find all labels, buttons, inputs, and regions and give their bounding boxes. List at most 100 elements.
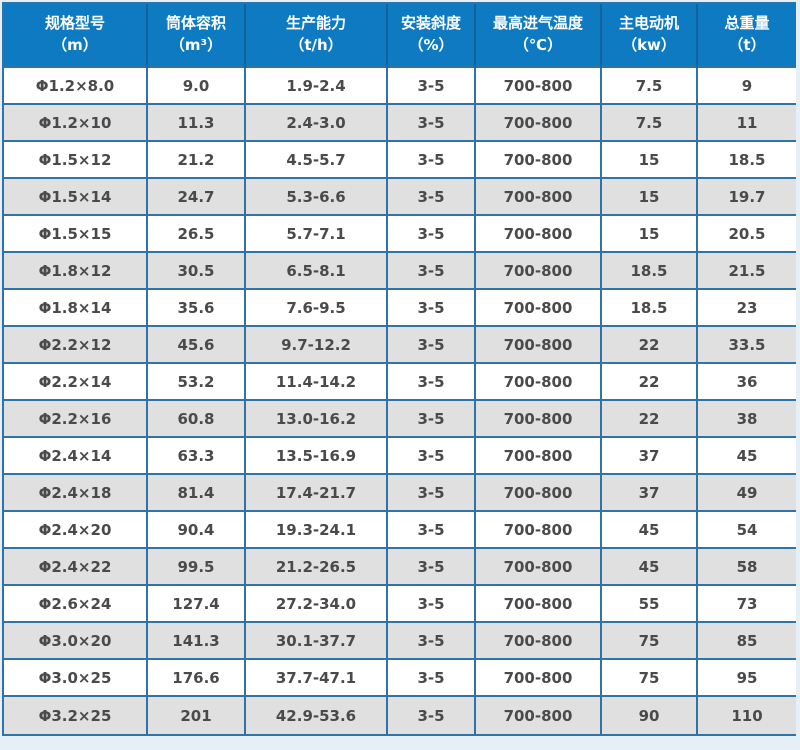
spec-cell: 700-800 <box>476 327 602 364</box>
spec-cell: 18.5 <box>698 142 796 179</box>
spec-cell: 3-5 <box>388 105 476 142</box>
spec-cell: 1.9-2.4 <box>246 68 388 105</box>
spec-cell: Φ1.2×8.0 <box>4 68 148 105</box>
spec-cell: 700-800 <box>476 586 602 623</box>
spec-cell: Φ1.5×15 <box>4 216 148 253</box>
spec-cell: Φ2.2×12 <box>4 327 148 364</box>
table-row: Φ1.8×14 35.6 7.6-9.5 3-5 700-800 18.5 23 <box>4 290 796 327</box>
spec-cell: 45 <box>602 549 698 586</box>
spec-cell: 7.6-9.5 <box>246 290 388 327</box>
spec-cell: 3-5 <box>388 253 476 290</box>
spec-cell: 45.6 <box>148 327 246 364</box>
table-row: Φ1.2×8.0 9.0 1.9-2.4 3-5 700-800 7.5 9 <box>4 68 796 105</box>
spec-cell: 45 <box>698 438 796 475</box>
column-unit: （%） <box>408 36 454 54</box>
spec-cell: 700-800 <box>476 290 602 327</box>
spec-cell: Φ1.5×14 <box>4 179 148 216</box>
table-row: Φ2.2×16 60.8 13.0-16.2 3-5 700-800 22 38 <box>4 401 796 438</box>
column-title: 主电动机 <box>618 14 679 33</box>
spec-cell: 58 <box>698 549 796 586</box>
spec-cell: 75 <box>602 623 698 660</box>
spec-cell: 110 <box>698 697 796 734</box>
spec-cell: Φ2.4×14 <box>4 438 148 475</box>
spec-cell: 95 <box>698 660 796 697</box>
spec-cell: Φ2.6×24 <box>4 586 148 623</box>
spec-cell: 700-800 <box>476 216 602 253</box>
spec-cell: 3-5 <box>388 697 476 734</box>
table-row: Φ3.0×25 176.6 37.7-47.1 3-5 700-800 75 95 <box>4 660 796 697</box>
spec-cell: 7.5 <box>602 68 698 105</box>
column-header-0: 规格型号 （m） <box>4 4 148 68</box>
column-title: 筒体容积 <box>165 14 226 33</box>
spec-cell: 15 <box>602 216 698 253</box>
column-title: 总重量 <box>724 14 770 33</box>
spec-cell: Φ2.2×16 <box>4 401 148 438</box>
spec-cell: Φ3.0×25 <box>4 660 148 697</box>
column-title: 生产能力 <box>285 14 346 33</box>
spec-cell: Φ3.0×20 <box>4 623 148 660</box>
spec-cell: 700-800 <box>476 512 602 549</box>
spec-cell: 4.5-5.7 <box>246 142 388 179</box>
spec-cell: 3-5 <box>388 512 476 549</box>
table-row: Φ2.6×24 127.4 27.2-34.0 3-5 700-800 55 73 <box>4 586 796 623</box>
spec-cell: 700-800 <box>476 253 602 290</box>
column-unit: （t/h） <box>289 36 343 54</box>
spec-cell: 3-5 <box>388 216 476 253</box>
spec-cell: 11.4-14.2 <box>246 364 388 401</box>
spec-cell: 19.3-24.1 <box>246 512 388 549</box>
spec-cell: 38 <box>698 401 796 438</box>
spec-cell: 700-800 <box>476 142 602 179</box>
spec-cell: 3-5 <box>388 623 476 660</box>
spec-cell: Φ1.8×12 <box>4 253 148 290</box>
spec-cell: 37 <box>602 438 698 475</box>
spec-cell: Φ1.8×14 <box>4 290 148 327</box>
spec-cell: 30.1-37.7 <box>246 623 388 660</box>
spec-cell: 21.5 <box>698 253 796 290</box>
spec-cell: 90 <box>602 697 698 734</box>
spec-table: 规格型号 （m） 筒体容积 （m³） 生产能力 （t/h） 安装斜度 （%） 最高进气温度 （℃）… <box>4 4 796 734</box>
table-row: Φ2.4×14 63.3 13.5-16.9 3-5 700-800 37 45 <box>4 438 796 475</box>
spec-cell: 3-5 <box>388 142 476 179</box>
spec-cell: 30.5 <box>148 253 246 290</box>
table-row: Φ1.5×15 26.5 5.7-7.1 3-5 700-800 15 20.5 <box>4 216 796 253</box>
spec-cell: 37.7-47.1 <box>246 660 388 697</box>
column-title: 最高进气温度 <box>492 14 583 33</box>
spec-cell: 26.5 <box>148 216 246 253</box>
column-header-1: 筒体容积 （m³） <box>148 4 246 68</box>
spec-cell: Φ3.2×25 <box>4 697 148 734</box>
column-header-2: 生产能力 （t/h） <box>246 4 388 68</box>
spec-cell: 24.7 <box>148 179 246 216</box>
column-header-3: 安装斜度 （%） <box>388 4 476 68</box>
column-header-4: 最高进气温度 （℃） <box>476 4 602 68</box>
spec-cell: 9.0 <box>148 68 246 105</box>
spec-cell: 22 <box>602 364 698 401</box>
spec-cell: 90.4 <box>148 512 246 549</box>
spec-cell: 53.2 <box>148 364 246 401</box>
spec-cell: 3-5 <box>388 475 476 512</box>
spec-cell: 19.7 <box>698 179 796 216</box>
spec-cell: 5.7-7.1 <box>246 216 388 253</box>
spec-cell: 3-5 <box>388 179 476 216</box>
table-row: Φ2.2×12 45.6 9.7-12.2 3-5 700-800 22 33.5 <box>4 327 796 364</box>
spec-cell: 9.7-12.2 <box>246 327 388 364</box>
spec-cell: 85 <box>698 623 796 660</box>
spec-cell: 3-5 <box>388 68 476 105</box>
spec-cell: 22 <box>602 327 698 364</box>
spec-cell: 37 <box>602 475 698 512</box>
spec-cell: Φ2.4×18 <box>4 475 148 512</box>
table-row: Φ3.0×20 141.3 30.1-37.7 3-5 700-800 75 85 <box>4 623 796 660</box>
spec-cell: 3-5 <box>388 586 476 623</box>
spec-cell: 15 <box>602 179 698 216</box>
column-unit: （t） <box>728 36 766 54</box>
table-row: Φ1.2×10 11.3 2.4-3.0 3-5 700-800 7.5 11 <box>4 105 796 142</box>
column-title: 规格型号 <box>44 14 105 33</box>
spec-cell: 700-800 <box>476 475 602 512</box>
spec-cell: 63.3 <box>148 438 246 475</box>
table-row: Φ3.2×25 201 42.9-53.6 3-5 700-800 90 110 <box>4 697 796 734</box>
spec-cell: 9 <box>698 68 796 105</box>
spec-cell: 700-800 <box>476 401 602 438</box>
spec-cell: 55 <box>602 586 698 623</box>
spec-cell: 45 <box>602 512 698 549</box>
table-row: Φ2.4×22 99.5 21.2-26.5 3-5 700-800 45 58 <box>4 549 796 586</box>
column-unit: （kw） <box>622 36 676 54</box>
